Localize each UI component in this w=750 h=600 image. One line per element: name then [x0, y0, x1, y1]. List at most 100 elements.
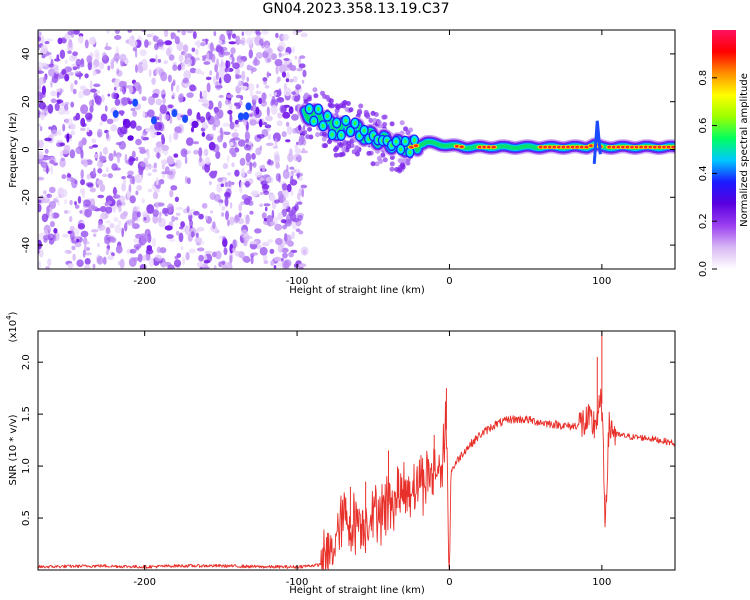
noise-speck [267, 158, 272, 165]
noise-speck [230, 53, 234, 58]
noise-speck [256, 83, 259, 89]
noise-speck [107, 255, 115, 261]
ridge-blob [403, 139, 407, 144]
noise-speck [196, 40, 201, 48]
noise-speck [80, 169, 84, 180]
noise-speck [177, 30, 181, 33]
noise-speck [298, 63, 306, 69]
noise-speck [221, 205, 226, 211]
ridge-halo [389, 154, 395, 160]
colorbar-bar [712, 30, 736, 269]
noise-speck [249, 119, 257, 126]
noise-speck [234, 119, 239, 125]
noise-speck [276, 97, 285, 103]
noise-speck [186, 205, 190, 213]
noise-speck [63, 210, 69, 214]
noise-speck [83, 160, 89, 168]
ridge-peak [607, 145, 612, 149]
noise-speck [205, 215, 209, 221]
noise-speck [48, 210, 54, 220]
noise-speck [283, 60, 291, 66]
noise-speck [148, 257, 154, 267]
noise-speck [49, 159, 55, 165]
noise-speck [248, 83, 255, 92]
noise-speck [142, 255, 148, 261]
noise-speck [222, 264, 229, 269]
noise-speck [237, 139, 246, 147]
noise-speck [62, 233, 69, 238]
noise-speck [234, 102, 239, 107]
noise-speck [155, 201, 159, 210]
noise-speck [182, 114, 189, 123]
noise-speck [285, 139, 291, 143]
noise-speck [261, 184, 270, 190]
noise-speck [195, 68, 202, 75]
noise-speck [112, 186, 117, 196]
noise-speck [224, 181, 228, 188]
noise-speck [178, 54, 184, 63]
noise-speck [245, 130, 250, 140]
noise-speck [231, 162, 235, 168]
noise-speck [298, 266, 304, 269]
noise-speck [155, 98, 163, 106]
noise-speck [108, 153, 114, 162]
noise-speck [158, 90, 167, 95]
noise-speck [241, 37, 246, 46]
noise-speck [251, 252, 259, 256]
noise-speck [196, 226, 205, 232]
noise-speck [271, 209, 275, 219]
noise-speck [227, 180, 232, 188]
ridge-peak [491, 145, 496, 149]
noise-speck [235, 94, 242, 99]
noise-speck [252, 193, 256, 198]
noise-speck [75, 112, 81, 121]
noise-speck [265, 115, 273, 122]
noise-speck [162, 97, 166, 105]
noise-speck [111, 92, 117, 100]
noise-speck [174, 196, 179, 202]
noise-speck [193, 210, 200, 216]
noise-speck [86, 173, 92, 180]
noise-speck [59, 49, 66, 59]
noise-speck [229, 121, 235, 130]
noise-speck [277, 212, 284, 221]
noise-speck [284, 52, 290, 56]
noise-speck [43, 156, 51, 160]
noise-speck [161, 159, 168, 166]
noise-speck [72, 66, 78, 71]
noise-speck [209, 210, 214, 214]
noise-speck [259, 38, 264, 47]
noise-speck [283, 234, 292, 242]
noise-speck [79, 188, 85, 194]
ridge-halo [363, 109, 369, 115]
noise-speck [241, 31, 244, 36]
noise-speck [188, 248, 197, 254]
noise-speck [189, 67, 197, 74]
noise-speck [275, 32, 279, 39]
noise-speck [74, 227, 80, 236]
noise-speck [230, 61, 234, 65]
noise-speck [296, 67, 304, 72]
noise-speck [234, 123, 240, 128]
noise-speck [38, 31, 42, 37]
noise-speck [205, 156, 211, 165]
noise-speck [294, 144, 298, 149]
noise-speck [166, 234, 174, 239]
noise-speck [282, 224, 288, 230]
noise-speck [206, 82, 211, 93]
snr-x-label: Height of straight line (km) [289, 585, 425, 596]
noise-speck [192, 31, 197, 40]
noise-speck [294, 55, 298, 60]
noise-speck [69, 176, 75, 183]
noise-speck [161, 262, 167, 268]
noise-speck [159, 112, 163, 123]
noise-speck [236, 35, 241, 46]
ridge-halo [376, 155, 382, 161]
y-tick-label: 20 [21, 95, 32, 108]
noise-speck [186, 137, 194, 146]
noise-speck [178, 159, 182, 169]
noise-speck [100, 212, 108, 220]
noise-speck [64, 73, 70, 82]
snr-series [38, 331, 675, 570]
noise-speck [206, 51, 210, 61]
